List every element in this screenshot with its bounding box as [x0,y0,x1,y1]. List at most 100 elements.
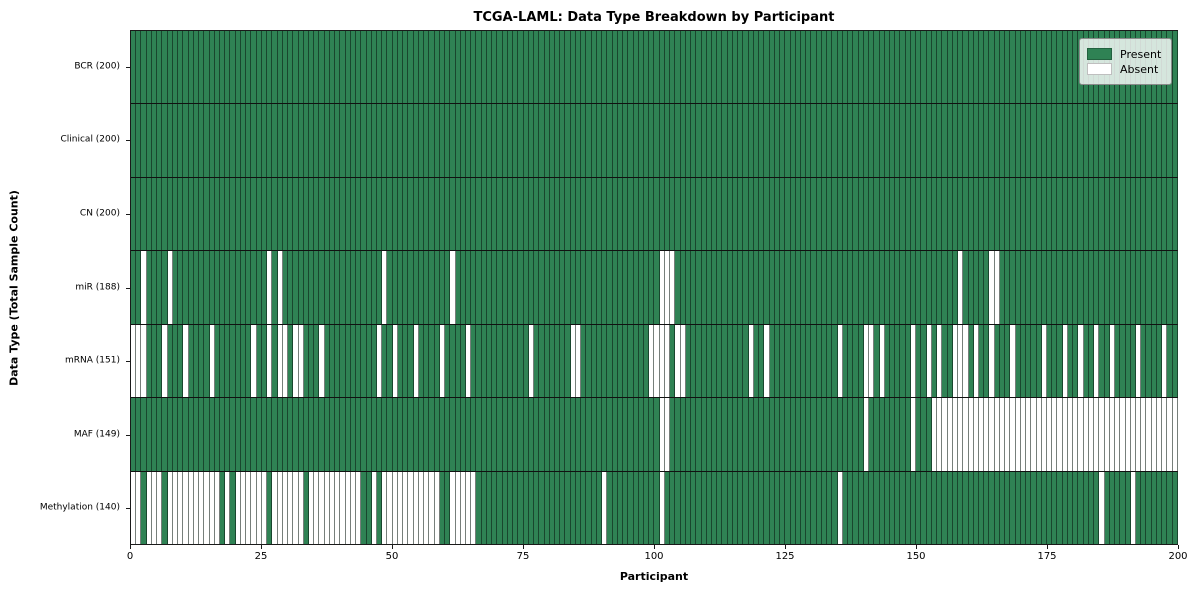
heatmap-cell [984,31,990,104]
heatmap-cell [858,104,864,177]
heatmap-cell [282,398,289,471]
heatmap-cell [141,471,147,544]
heatmap-cell [172,31,179,104]
heatmap-cell [335,104,341,177]
heatmap-cell [549,31,555,104]
heatmap-cell [240,251,247,324]
heatmap-cell [497,31,503,104]
heatmap-cell [340,471,346,544]
heatmap-cell [136,398,142,471]
heatmap-cell [235,177,241,251]
heatmap-cell [743,324,749,398]
heatmap-cell [607,251,613,324]
heatmap-cell [921,398,927,471]
heatmap-cell [188,398,194,471]
heatmap-cell [471,104,477,177]
heatmap-cell [167,398,173,471]
heatmap-cell [591,398,597,471]
heatmap-cell [638,31,644,104]
heatmap-cell [743,251,749,324]
heatmap-cell [356,398,362,471]
heatmap-cell [251,177,257,251]
heatmap-cell [910,398,917,471]
heatmap-cell [910,104,917,177]
heatmap-cell [649,31,655,104]
heatmap-cell [219,398,226,471]
heatmap-row-maf-149 [131,398,1178,472]
heatmap-cell [361,251,367,324]
heatmap-cell [131,31,137,104]
heatmap-cell [916,104,922,177]
heatmap-cell [811,31,817,104]
heatmap-cell [507,398,514,471]
heatmap-cell [172,251,179,324]
heatmap-cell [670,251,676,324]
heatmap-cell [172,104,179,177]
heatmap-cell [879,177,885,251]
heatmap-cell [785,177,791,251]
heatmap-cell [136,104,142,177]
heatmap-cell [832,177,838,251]
heatmap-cell [1078,471,1084,544]
heatmap-cell [633,398,639,471]
heatmap-cell [1141,251,1147,324]
heatmap-cell [214,324,220,398]
heatmap-cell [586,398,592,471]
heatmap-cell [288,398,294,471]
heatmap-cell [1109,177,1116,251]
heatmap-cell [1156,471,1163,544]
heatmap-cell [199,177,205,251]
heatmap-cell [685,398,692,471]
heatmap-cell [937,324,943,398]
heatmap-cell [722,471,728,544]
heatmap-cell [596,471,603,544]
heatmap-cell [481,471,487,544]
heatmap-cell [565,177,571,251]
heatmap-cell [1036,177,1042,251]
heatmap-cell [706,104,713,177]
heatmap-cell [497,251,503,324]
heatmap-cell [324,177,330,251]
heatmap-cell [172,177,179,251]
heatmap-cell [1020,398,1027,471]
heatmap-cell [691,324,697,398]
heatmap-cell [848,31,854,104]
heatmap-cell [183,177,189,251]
heatmap-cell [680,251,686,324]
heatmap-cell [994,398,1000,471]
heatmap-cell [780,398,786,471]
heatmap-cell [455,104,461,177]
heatmap-cell [1172,177,1178,251]
heatmap-cell [643,251,650,324]
heatmap-cell [261,251,268,324]
heatmap-cell [863,398,870,471]
heatmap-cell [513,31,519,104]
heatmap-cell [816,471,822,544]
heatmap-cell [439,104,446,177]
heatmap-cell [863,177,870,251]
heatmap-cell [214,104,220,177]
heatmap-cell [162,324,168,398]
xtick-label-0: 0 [126,551,134,562]
heatmap-cell [1094,177,1100,251]
heatmap-cell [392,104,398,177]
heatmap-cell [429,324,435,398]
heatmap-cell [1031,471,1037,544]
heatmap-cell [450,398,456,471]
heatmap-cell [471,31,477,104]
heatmap-cell [267,251,273,324]
heatmap-cell [706,251,713,324]
heatmap-cell [1088,104,1095,177]
heatmap-cell [570,324,576,398]
heatmap-cell [774,471,781,544]
heatmap-cell [565,324,571,398]
heatmap-cell [308,251,315,324]
heatmap-cell [460,31,466,104]
heatmap-cell [439,31,446,104]
heatmap-cell [439,324,446,398]
heatmap-cell [874,104,880,177]
heatmap-cell [455,251,461,324]
heatmap-cell [691,177,697,251]
heatmap-cell [905,324,911,398]
heatmap-cell [560,251,566,324]
